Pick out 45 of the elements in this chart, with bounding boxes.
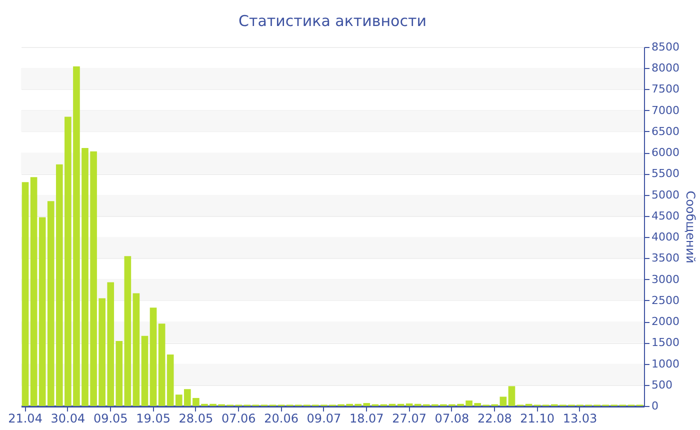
y-tick-label: 6000 <box>652 146 680 160</box>
y-axis-title: Сообщений <box>683 190 698 264</box>
x-tick-label: 21.04 <box>8 412 42 426</box>
y-tick-label: 1500 <box>652 336 680 350</box>
bar <box>508 386 516 406</box>
x-tick-label: 18.07 <box>349 412 384 426</box>
bar <box>406 403 413 406</box>
y-tick-label: 1000 <box>652 357 680 370</box>
bar <box>158 324 166 406</box>
x-tick-label: 09.07 <box>306 412 342 426</box>
y-tick-label: 7000 <box>652 104 680 117</box>
x-tick-label: 07.08 <box>434 412 470 426</box>
bar <box>38 217 46 406</box>
bar <box>124 256 132 406</box>
y-tick-label: 5500 <box>652 167 680 180</box>
y-tick-label: 8500 <box>652 40 680 54</box>
y-tick-label: 0 <box>652 400 658 412</box>
bar <box>500 396 507 406</box>
y-tick-label: 4500 <box>652 209 680 222</box>
y-tick-label: 6500 <box>652 124 680 138</box>
x-tick-label: 30.04 <box>50 412 86 426</box>
bar <box>141 336 148 406</box>
y-tick-label: 7500 <box>652 82 680 96</box>
chart-title: Статистика активности <box>238 12 426 30</box>
x-tick-label: 19.05 <box>136 412 170 426</box>
bar <box>150 308 157 406</box>
x-tick-label: 13.03 <box>562 412 598 426</box>
x-tick-label: 07.06 <box>221 412 256 426</box>
bar <box>30 177 38 406</box>
x-tick-label: 22.08 <box>477 412 512 426</box>
x-tick-label: 20.06 <box>264 412 298 426</box>
x-tick-label: 09.05 <box>93 412 128 426</box>
bar <box>22 182 29 406</box>
y-tick-label: 3500 <box>652 252 680 265</box>
y-tick-label: 2000 <box>652 315 680 328</box>
bar <box>132 293 140 406</box>
y-tick-label: 5000 <box>652 188 680 202</box>
y-tick-label: 3000 <box>652 272 680 286</box>
x-tick-label: 21.10 <box>520 412 554 426</box>
x-tick-label: 28.05 <box>178 412 214 426</box>
y-tick-label: 4000 <box>652 230 680 244</box>
y-tick-label: 500 <box>652 378 672 392</box>
y-tick-label: 8000 <box>652 62 680 75</box>
x-tick-label: 27.07 <box>392 412 426 426</box>
y-tick-label: 2500 <box>652 294 680 307</box>
